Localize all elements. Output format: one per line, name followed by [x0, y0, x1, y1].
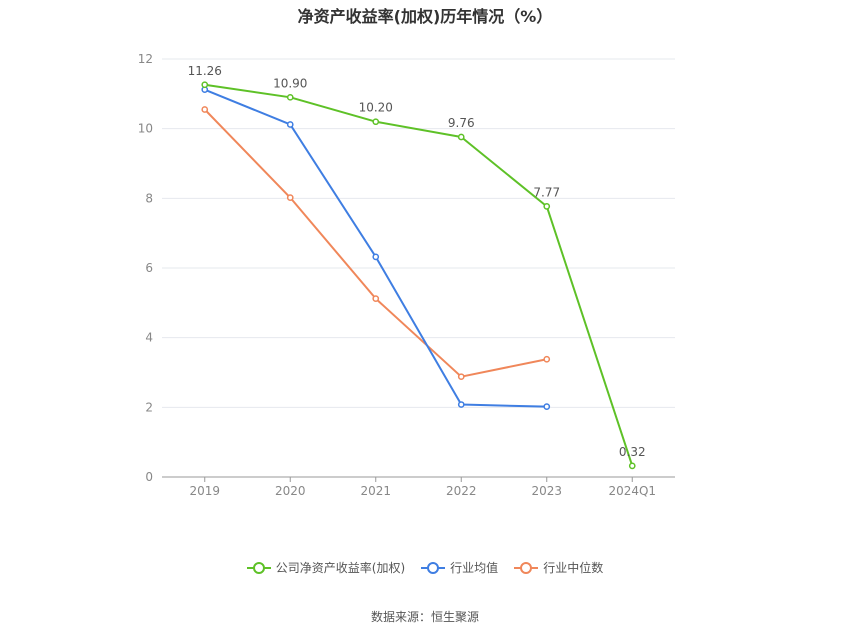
series-line-2	[204, 108, 547, 378]
data-point-2	[457, 373, 465, 381]
grid-lines	[162, 58, 675, 408]
y-tick-label: 6	[145, 261, 153, 275]
data-label: 10.90	[273, 76, 307, 90]
data-point-2	[372, 295, 380, 303]
legend-item-industry-median[interactable]: 行业中位数	[514, 559, 603, 576]
data-point-0	[543, 202, 551, 210]
chart-title: 净资产收益率(加权)历年情况（%）	[297, 7, 553, 26]
legend-item-company-roe[interactable]: 公司净资产收益率(加权)	[246, 559, 406, 576]
data-point-0	[286, 93, 294, 101]
legend-circle	[427, 561, 440, 574]
legend-label-industry-median: 行业中位数	[543, 561, 604, 575]
y-tick-label: 8	[145, 191, 153, 205]
legend-marker-industry-median	[514, 561, 539, 574]
data-point-1	[372, 253, 380, 261]
data-label: 0.32	[619, 445, 646, 459]
data-point-1	[457, 401, 465, 408]
x-tick-label: 2020	[275, 484, 306, 498]
y-tick-label: 10	[138, 122, 153, 136]
y-tick-label: 12	[138, 52, 153, 66]
data-source: 数据来源：恒生聚源	[370, 610, 479, 624]
data-point-2	[201, 106, 209, 113]
legend-label-company-roe: 公司净资产收益率(加权)	[275, 561, 406, 575]
legend: 公司净资产收益率(加权) 行业均值 行业中位数	[0, 559, 850, 576]
data-point-1	[286, 121, 294, 128]
legend-marker-industry-mean	[421, 561, 446, 574]
y-tick-label: 2	[145, 400, 153, 414]
x-tick-label: 2019	[189, 484, 220, 498]
x-tick-label: 2022	[446, 484, 477, 498]
x-tick-label: 2021	[360, 484, 391, 498]
series-lines	[201, 81, 636, 470]
data-point-0	[457, 133, 465, 141]
data-labels: 11.26 10.90 10.20 9.76 7.77 0.32	[188, 64, 646, 459]
legend-circle	[252, 561, 265, 574]
legend-marker-company-roe	[246, 561, 271, 574]
legend-circle	[520, 561, 533, 574]
axes: 0 2 4 6 8 10 12 2019 2020 2021 2022 2023 2024Q1	[138, 52, 675, 498]
x-tick-label: 2023	[531, 484, 562, 498]
y-tick-label: 4	[145, 331, 153, 345]
data-label: 7.77	[533, 185, 560, 199]
series-line-1	[204, 88, 547, 408]
data-point-1	[543, 403, 551, 410]
data-label: 9.76	[448, 116, 475, 130]
data-point-0	[201, 81, 209, 89]
data-point-0	[628, 462, 636, 470]
x-tick-label: 2024Q1	[608, 484, 656, 498]
data-point-2	[286, 194, 294, 201]
data-label: 10.20	[359, 101, 393, 115]
data-label: 11.26	[188, 64, 222, 78]
legend-label-industry-mean: 行业均值	[450, 561, 499, 575]
y-tick-label: 0	[145, 470, 153, 484]
series-line-0	[204, 83, 634, 467]
legend-item-industry-mean[interactable]: 行业均值	[421, 559, 498, 576]
data-point-2	[543, 355, 551, 363]
data-point-0	[372, 118, 380, 126]
